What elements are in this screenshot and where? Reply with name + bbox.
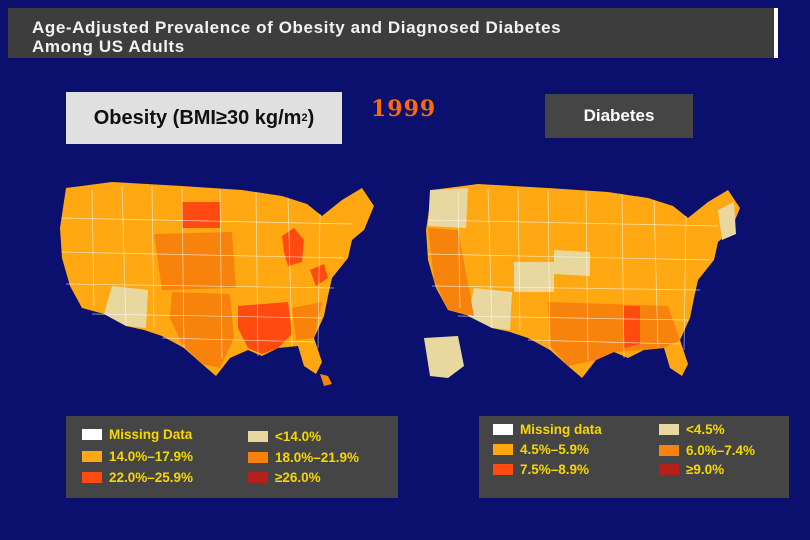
diabetes-panel-label: Diabetes	[545, 94, 693, 138]
legend-swatch	[82, 472, 102, 483]
obesity-legend-22-25: 22.0%–25.9%	[82, 470, 193, 485]
diabetes-legend-lt4-5: <4.5%	[659, 422, 725, 437]
obesity-legend: Missing Data 14.0%–17.9% 22.0%–25.9% <14…	[66, 416, 398, 498]
mississippi-region	[624, 306, 640, 348]
legend-swatch	[659, 445, 679, 456]
obesity-legend-18-21: 18.0%–21.9%	[248, 450, 359, 465]
new-england-region	[718, 202, 736, 240]
diabetes-legend-7-5: 7.5%–8.9%	[493, 462, 589, 477]
obesity-label-close: )	[307, 106, 315, 129]
legend-swatch	[493, 464, 513, 475]
kansas-region	[554, 250, 590, 276]
alaska-region	[424, 336, 464, 378]
legend-swatch	[493, 424, 513, 435]
legend-swatch	[659, 464, 679, 475]
obesity-legend-14-17: 14.0%–17.9%	[82, 449, 193, 464]
legend-swatch	[248, 431, 268, 442]
colorado-nebraska-region	[514, 262, 554, 292]
diabetes-legend-4-5: 4.5%–5.9%	[493, 442, 589, 457]
state-borders	[427, 187, 719, 361]
obesity-legend-ge26: ≥26.0%	[248, 470, 321, 485]
legend-swatch	[248, 472, 268, 483]
california-region	[428, 228, 474, 316]
obesity-label-superscript: 2	[301, 112, 308, 124]
southeast-region	[292, 302, 322, 340]
state-borders	[61, 185, 353, 359]
legend-swatch	[82, 451, 102, 462]
obesity-map	[60, 182, 374, 386]
obesity-label-text: Obesity (BMI≥30 kg/m	[93, 106, 302, 129]
diabetes-legend-missing: Missing data	[493, 422, 602, 437]
arizona-region	[104, 286, 148, 328]
legend-swatch	[493, 444, 513, 455]
diabetes-map	[424, 184, 740, 378]
obesity-legend-missing: Missing Data	[82, 427, 192, 442]
diabetes-legend-6-7: 6.0%–7.4%	[659, 443, 755, 458]
title-bar: Age-Adjusted Prevalence of Obesity and D…	[8, 8, 778, 58]
texas-region	[170, 292, 234, 368]
title-line-2: Among US Adults	[32, 37, 185, 56]
plains-region	[154, 232, 236, 290]
southern-region	[548, 302, 680, 366]
title-line-1: Age-Adjusted Prevalence of Obesity and D…	[32, 18, 562, 37]
obesity-panel-label: Obesity (BMI≥30 kg/m 2)	[66, 92, 342, 144]
diabetes-legend-ge9: ≥9.0%	[659, 462, 724, 477]
year-label: 1999	[371, 96, 437, 122]
hawaii-region	[320, 374, 332, 386]
legend-swatch	[82, 429, 102, 440]
arizona-region	[468, 288, 512, 330]
legend-swatch	[248, 452, 268, 463]
diabetes-legend: Missing data 4.5%–5.9% 7.5%–8.9% <4.5% 6…	[479, 416, 789, 498]
legend-swatch	[659, 424, 679, 435]
north-dakota-region	[182, 202, 220, 228]
obesity-legend-lt14: <14.0%	[248, 429, 321, 444]
washington-region	[428, 188, 468, 228]
